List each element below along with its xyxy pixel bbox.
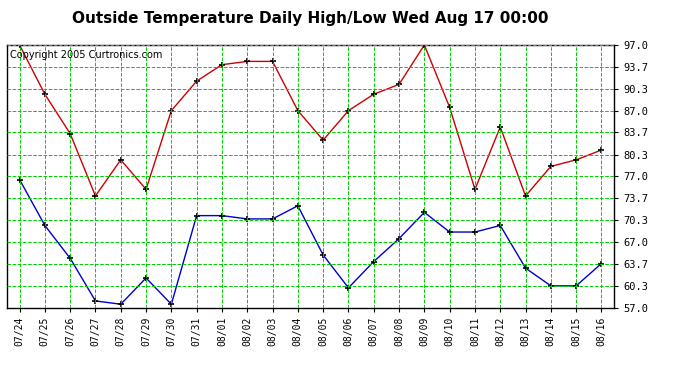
Text: Outside Temperature Daily High/Low Wed Aug 17 00:00: Outside Temperature Daily High/Low Wed A… — [72, 11, 549, 26]
Text: Copyright 2005 Curtronics.com: Copyright 2005 Curtronics.com — [10, 50, 162, 60]
